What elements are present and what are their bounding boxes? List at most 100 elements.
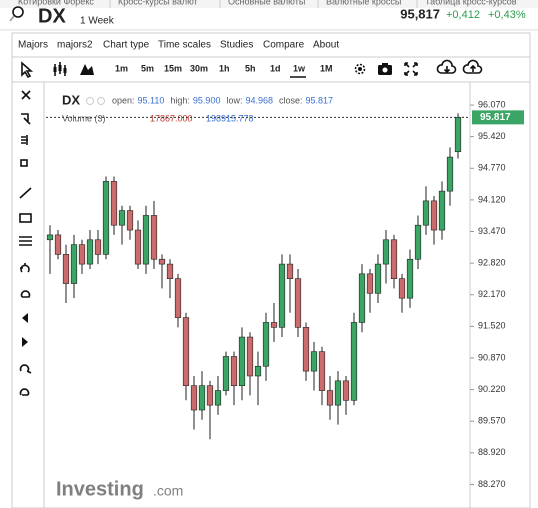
candle-body xyxy=(102,181,110,255)
tool-channel[interactable] xyxy=(19,236,32,246)
tool-prev[interactable] xyxy=(22,313,28,323)
candle-body xyxy=(406,258,414,299)
candle-body xyxy=(86,239,94,265)
tool-magnet[interactable] xyxy=(20,263,30,273)
menu-item[interactable]: Chart type xyxy=(103,40,150,51)
interval-button[interactable]: 30m xyxy=(190,63,208,73)
close-tool[interactable] xyxy=(21,90,31,100)
tab[interactable]: Таблица кросс-курсов xyxy=(425,0,517,6)
candle-body xyxy=(414,224,422,260)
settings-small-icon[interactable] xyxy=(97,97,105,105)
candle-body xyxy=(118,210,126,226)
tool-eraser[interactable] xyxy=(20,290,31,298)
candle-body xyxy=(302,327,310,372)
camera-icon[interactable] xyxy=(378,63,392,75)
tab[interactable]: Котировки Форекс xyxy=(18,0,94,6)
candle-body xyxy=(150,215,158,260)
volume-label: Volume (3) xyxy=(62,113,106,123)
menu-item[interactable]: Compare xyxy=(263,40,305,51)
interval-button[interactable]: 1m xyxy=(115,63,128,73)
interval-button[interactable]: 1w xyxy=(293,63,306,73)
fullscreen-icon[interactable] xyxy=(404,62,418,76)
candle-body xyxy=(294,278,302,328)
candle-body xyxy=(110,181,118,226)
tool-rect[interactable] xyxy=(19,213,32,223)
tool-zoom-in[interactable] xyxy=(19,364,32,374)
menu-item[interactable]: Time scales xyxy=(158,40,211,51)
y-tick-label: 90.220 xyxy=(478,384,506,394)
symbol: DX xyxy=(38,5,66,27)
chart-symbol: DX xyxy=(62,92,80,107)
y-tick-label: 92.170 xyxy=(478,289,506,299)
area-icon[interactable] xyxy=(80,64,94,75)
legend-label: open: xyxy=(112,95,135,105)
candle-body xyxy=(342,380,350,401)
candle-body xyxy=(158,258,166,265)
interval-button[interactable]: 15m xyxy=(164,63,182,73)
cloud-upload-icon[interactable] xyxy=(462,59,483,74)
candle-body xyxy=(430,200,438,231)
candle-body xyxy=(134,229,142,265)
legend-label: low: xyxy=(226,95,242,105)
candle-body xyxy=(334,380,342,406)
y-tick-label: 94.120 xyxy=(478,194,506,204)
candle-body xyxy=(326,390,334,406)
ohlc-legend: open: 95.110 high: 95.900 low: 94.968 close: 95… xyxy=(112,95,333,105)
plot: 96.070 95.420 94.770 94.120 93.470 92.820 92.1… xyxy=(46,99,524,489)
change-pct: +0,43% xyxy=(488,9,526,21)
legend-value: 95.110 xyxy=(138,95,165,105)
tool-next[interactable] xyxy=(22,337,28,347)
tool-cursor[interactable] xyxy=(21,113,31,125)
cloud-download-icon[interactable] xyxy=(436,59,457,74)
settings-icon[interactable] xyxy=(354,63,366,75)
search-icon-handle xyxy=(9,15,15,22)
tool-line[interactable] xyxy=(19,187,32,199)
candle-body xyxy=(350,322,358,401)
candle-body xyxy=(398,278,406,299)
interval-button[interactable]: 5h xyxy=(245,63,256,73)
candle-body xyxy=(62,254,70,284)
last-price-box xyxy=(472,110,524,125)
candles-icon[interactable] xyxy=(53,62,67,76)
interval-button[interactable]: 1h xyxy=(219,63,230,73)
menu-item[interactable]: Studies xyxy=(220,40,253,51)
price: 95,817 xyxy=(400,6,440,21)
y-tick-label: 92.820 xyxy=(478,258,506,268)
candle-body xyxy=(78,244,86,265)
cursor-icon[interactable] xyxy=(21,61,34,79)
menu-item[interactable]: About xyxy=(313,40,339,51)
legend-label: close: xyxy=(279,95,303,105)
legend-value: 95.817 xyxy=(306,95,334,105)
candle-body xyxy=(206,385,214,406)
tool-shapes[interactable] xyxy=(20,159,28,167)
tool-fib[interactable] xyxy=(21,135,28,145)
watermark-suffix: .com xyxy=(153,483,183,499)
visibility-icon[interactable] xyxy=(86,97,94,105)
y-tick-label: 96.070 xyxy=(478,99,506,109)
tab[interactable]: Валютные кроссы xyxy=(326,0,401,6)
candle-body xyxy=(238,336,246,386)
y-tick-label: 90.870 xyxy=(478,352,506,362)
candle-body xyxy=(126,210,134,231)
interval-button[interactable]: 1d xyxy=(270,63,281,73)
tab[interactable]: Кросс-курсы валют xyxy=(118,0,198,6)
candle-body xyxy=(94,239,102,255)
candle-body xyxy=(46,234,54,241)
interval-button[interactable]: 5m xyxy=(141,63,154,73)
candle-body xyxy=(278,263,286,328)
tool-zoom-out[interactable] xyxy=(19,388,30,396)
legend-value: 94.968 xyxy=(245,95,273,105)
menu-item[interactable]: majors2 xyxy=(57,40,93,51)
interval-button[interactable]: 1M xyxy=(320,63,333,73)
candle-body xyxy=(246,336,254,377)
candle-body xyxy=(390,239,398,279)
tab[interactable]: Основные валюты xyxy=(228,0,305,6)
candle-body xyxy=(382,239,390,265)
candle-body xyxy=(318,351,326,391)
search-icon[interactable] xyxy=(12,6,24,18)
candle-body xyxy=(222,356,230,391)
candle-body xyxy=(270,322,278,328)
candle-body xyxy=(166,263,174,279)
menu-item[interactable]: Majors xyxy=(18,40,48,51)
